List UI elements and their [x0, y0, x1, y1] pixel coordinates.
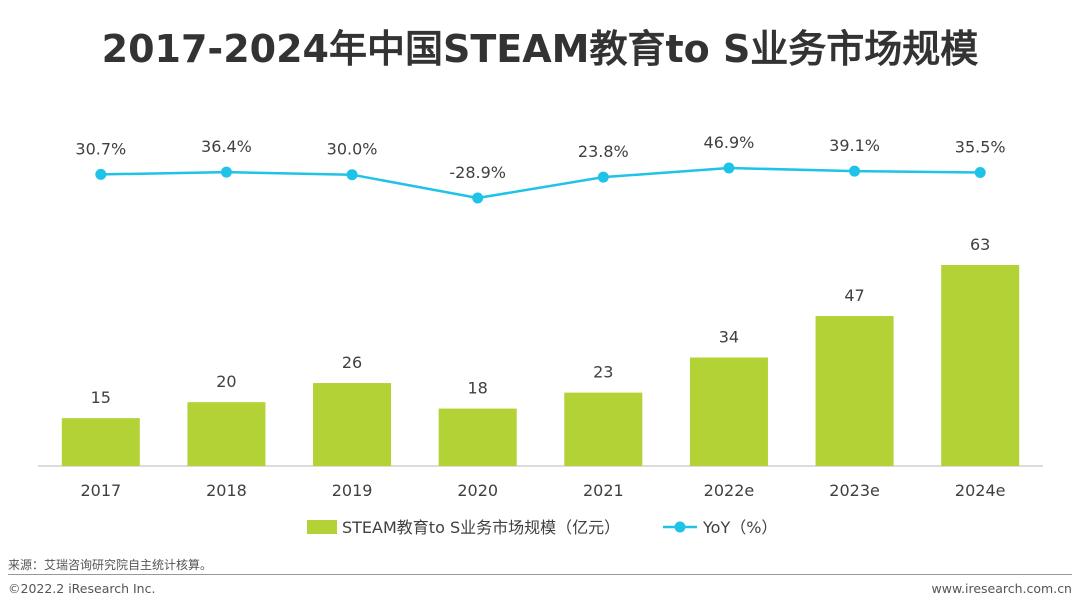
bar-2018: [187, 402, 266, 466]
yoy-point: [95, 168, 107, 180]
yoy-value-label: 46.9%: [704, 133, 755, 152]
bar-2017: [61, 418, 140, 466]
yoy-line: [100, 166, 981, 200]
bar-2024e: [941, 265, 1020, 466]
yoy-point: [723, 162, 735, 174]
yoy-value-label: -28.9%: [449, 163, 506, 182]
bar-value-label: 20: [216, 372, 236, 391]
yoy-point: [849, 165, 861, 177]
legend-bar-label: STEAM教育to S业务市场规模（亿元）: [342, 518, 620, 537]
bar-value-label: 34: [719, 328, 739, 347]
footer-divider: [8, 574, 1072, 575]
x-tick-label: 2024e: [955, 481, 1006, 500]
bar-value-label: 26: [342, 353, 362, 372]
x-tick-label: 2022e: [704, 481, 755, 500]
yoy-value-label: 30.0%: [327, 140, 378, 159]
bar-2022e: [689, 357, 768, 466]
legend-line-label: YoY（%）: [702, 518, 777, 537]
yoy-point: [220, 166, 232, 178]
combo-chart: 15 2017 20 2018 26 2019 18 2020 23 2021 34 2022e 47 2…: [38, 133, 1043, 537]
x-tick-label: 2020: [457, 481, 498, 500]
copyright-text: ©2022.2 iResearch Inc.: [8, 581, 156, 596]
yoy-point: [974, 167, 986, 179]
yoy-value-label: 30.7%: [75, 139, 126, 158]
bar-2019: [313, 383, 392, 466]
bar-value-label: 63: [970, 235, 990, 254]
website-link[interactable]: www.iresearch.com.cn: [931, 581, 1073, 596]
source-note: 来源：艾瑞咨询研究院自主统计核算。: [8, 558, 213, 572]
x-tick-label: 2017: [80, 481, 121, 500]
x-tick-label: 2021: [583, 481, 624, 500]
yoy-point: [472, 192, 484, 204]
bar-value-label: 47: [844, 286, 864, 305]
yoy-value-label: 39.1%: [829, 136, 880, 155]
chart-title: 2017-2024年中国STEAM教育to S业务市场规模: [101, 27, 979, 71]
bar-value-label: 15: [91, 388, 111, 407]
yoy-point: [346, 169, 358, 181]
yoy-point: [597, 171, 609, 183]
legend-bar-swatch: [307, 520, 337, 534]
bar-value-label: 18: [468, 379, 488, 398]
legend-line-marker: [674, 521, 686, 533]
bar-2021: [564, 392, 643, 466]
yoy-value-label: 23.8%: [578, 142, 629, 161]
x-tick-label: 2018: [206, 481, 247, 500]
yoy-value-label: 36.4%: [201, 137, 252, 156]
yoy-value-label: 35.5%: [955, 138, 1006, 157]
bar-value-label: 23: [593, 363, 613, 382]
x-tick-label: 2023e: [829, 481, 880, 500]
bar-2020: [438, 408, 517, 466]
bar-2023e: [815, 316, 894, 466]
x-tick-label: 2019: [332, 481, 373, 500]
